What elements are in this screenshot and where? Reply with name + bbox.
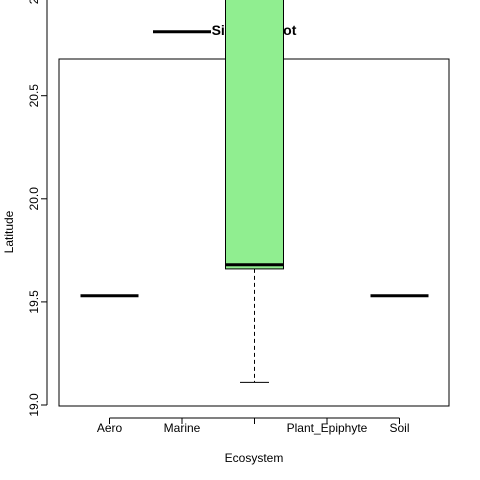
x-axis-title: Ecosystem [225,451,284,465]
y-tick-label: 20.5 [27,84,41,108]
x-tick-label: Aero [97,421,123,435]
x-tick-label: Marine [164,421,201,435]
box [225,0,284,270]
x-tick-label: Plant_Epiphyte [287,421,368,435]
y-tick-label: 19.5 [27,290,41,314]
y-tick-label: 19.0 [27,393,41,417]
plot-area: 19.019.520.020.521.021.522.0AeroMarinePl… [27,0,450,435]
x-tick-label: Soil [389,421,409,435]
y-axis-title: Latitude [2,210,16,253]
y-tick-label: 21.0 [27,0,41,4]
y-tick-label: 20.0 [27,187,41,211]
